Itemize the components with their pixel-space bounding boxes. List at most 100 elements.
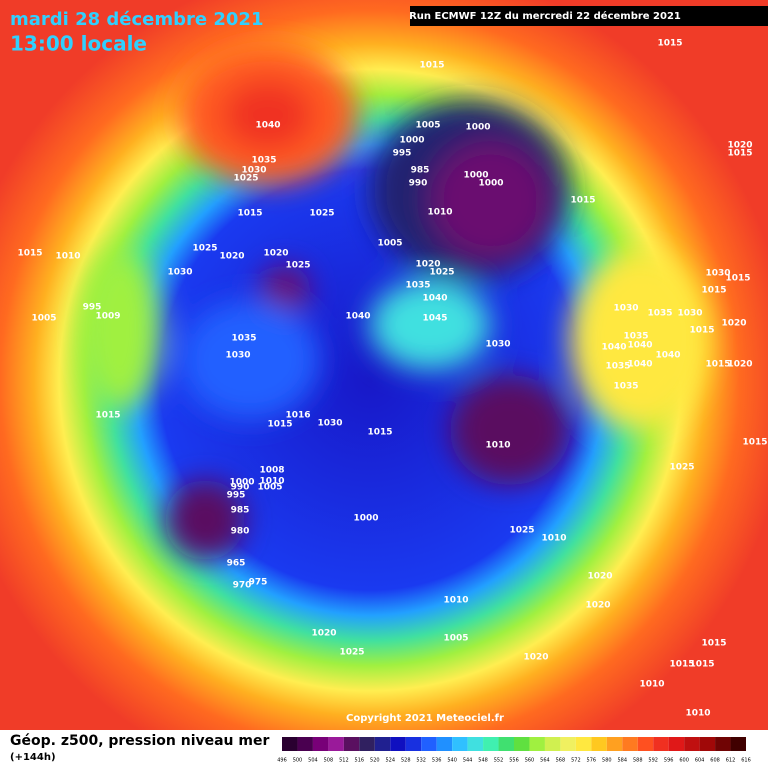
colorbar-label: 496 xyxy=(277,758,287,764)
isobar-label: 1020 xyxy=(721,319,746,329)
color-swatch xyxy=(498,737,514,751)
isobar-label: 1025 xyxy=(669,463,694,473)
run-box xyxy=(410,6,768,26)
isobar-label: 1005 xyxy=(443,634,468,644)
isobar-label: 1020 xyxy=(587,572,612,582)
colorbar-label: 504 xyxy=(308,758,318,764)
color-swatch xyxy=(730,737,746,751)
colorbar-label: 508 xyxy=(324,758,334,764)
run-info: Run ECMWF 12Z du mercredi 22 décembre 20… xyxy=(409,10,681,22)
isobar-label: 1008 xyxy=(259,466,284,476)
colorbar-label: 576 xyxy=(587,758,597,764)
colorbar-label: 516 xyxy=(355,758,365,764)
isobar-label: 1000 xyxy=(399,136,424,146)
color-swatch xyxy=(421,737,437,751)
isobar-label: 1000 xyxy=(478,179,503,189)
isobar-label: 1010 xyxy=(639,680,664,690)
colorbar-label: 524 xyxy=(385,758,395,764)
isobar-label: 980 xyxy=(231,527,250,537)
colorbar-label: 616 xyxy=(741,758,751,764)
colorbar-label: 604 xyxy=(695,758,705,764)
colorbar-label: 596 xyxy=(664,758,674,764)
colorbar-label: 556 xyxy=(509,758,519,764)
colorbar-label: 512 xyxy=(339,758,349,764)
isobar-label: 1035 xyxy=(647,309,672,319)
isobar-label: 1040 xyxy=(422,294,447,304)
color-swatch xyxy=(575,737,592,751)
color-swatch xyxy=(359,737,375,751)
isobar-label: 1015 xyxy=(657,39,682,49)
color-swatch xyxy=(622,737,638,751)
isobar-label: 1005 xyxy=(377,239,402,249)
isobar-label: 1040 xyxy=(345,312,370,322)
isobar-label: 1020 xyxy=(311,629,336,639)
colorbar-label: 528 xyxy=(401,758,411,764)
isobar-label: 1015 xyxy=(367,428,392,438)
isobar-label: 1040 xyxy=(601,343,626,353)
colorbar-label: 600 xyxy=(679,758,689,764)
colorbar-label: 560 xyxy=(525,758,535,764)
color-swatch xyxy=(560,737,576,751)
isobar-label: 1035 xyxy=(623,332,648,342)
colorbar-label: 540 xyxy=(447,758,457,764)
colorbar-label: 584 xyxy=(617,758,627,764)
colorbar-label: 588 xyxy=(633,758,643,764)
isobar-label: 1020 xyxy=(727,141,752,151)
isobar-label: 1015 xyxy=(725,274,750,284)
isobar-label: 1025 xyxy=(309,209,334,219)
color-swatch xyxy=(529,737,545,751)
color-swatch xyxy=(544,737,561,751)
isobar-label: 1035 xyxy=(613,382,638,392)
isobar-label: 1030 xyxy=(241,166,266,176)
isobar-label: 1035 xyxy=(231,334,256,344)
isobar-label: 1015 xyxy=(267,420,292,430)
isobar-label: 1030 xyxy=(317,419,342,429)
color-swatch xyxy=(591,737,607,751)
isobar-label: 1010 xyxy=(443,596,468,606)
isobar-label: 1030 xyxy=(485,340,510,350)
isobar-label: 1040 xyxy=(627,341,652,351)
colorbar-label: 520 xyxy=(370,758,380,764)
color-swatch xyxy=(328,737,344,751)
isobar-label: 1020 xyxy=(585,601,610,611)
color-swatch xyxy=(312,737,329,751)
isobar-label: 1015 xyxy=(95,411,120,421)
color-swatch xyxy=(343,737,360,751)
isobar-label: 1040 xyxy=(627,360,652,370)
color-swatch xyxy=(606,737,623,751)
time-title: 13:00 locale xyxy=(10,32,147,56)
isobar-label: 1000 xyxy=(465,123,490,133)
field xyxy=(0,0,768,730)
isobar-label: 1010 xyxy=(685,709,710,719)
isobar-label: 985 xyxy=(231,506,250,516)
isobar-label: 1010 xyxy=(259,477,284,487)
isobar-label: 1025 xyxy=(285,261,310,271)
colorbar: 496 500 504 508 512 516 520 524 528 532 536 540 544 5… xyxy=(277,737,751,764)
isobar-label: 1015 xyxy=(237,209,262,219)
isobar-label: 1015 xyxy=(727,149,752,159)
isobar-label: 995 xyxy=(227,491,246,501)
colorbar-label: 580 xyxy=(602,758,612,764)
isobar-label: 1020 xyxy=(523,653,548,663)
isobar-label: 1015 xyxy=(689,326,714,336)
isobar-label: 1000 xyxy=(229,478,254,488)
isobar-label: 1015 xyxy=(742,438,767,448)
isobar-label: 1000 xyxy=(463,171,488,181)
color-swatch xyxy=(436,737,453,751)
colorbar-label: 564 xyxy=(540,758,550,764)
isobar-label: 1030 xyxy=(705,269,730,279)
isobar-label: 1035 xyxy=(251,156,276,166)
color-swatch xyxy=(405,737,422,751)
isobar-label: 1015 xyxy=(701,639,726,649)
colorbar-label: 532 xyxy=(416,758,426,764)
isobar-label: 1040 xyxy=(255,121,280,131)
isobar-label: 1035 xyxy=(405,281,430,291)
colorbar-label: 612 xyxy=(726,758,736,764)
color-swatch xyxy=(699,737,716,751)
isobar-label: 1005 xyxy=(415,121,440,131)
isobar-label: 1009 xyxy=(95,312,120,322)
isobar-label: 1015 xyxy=(669,660,694,670)
color-swatch xyxy=(297,737,313,751)
color-swatch xyxy=(715,737,731,751)
isobar-label: 1030 xyxy=(677,309,702,319)
